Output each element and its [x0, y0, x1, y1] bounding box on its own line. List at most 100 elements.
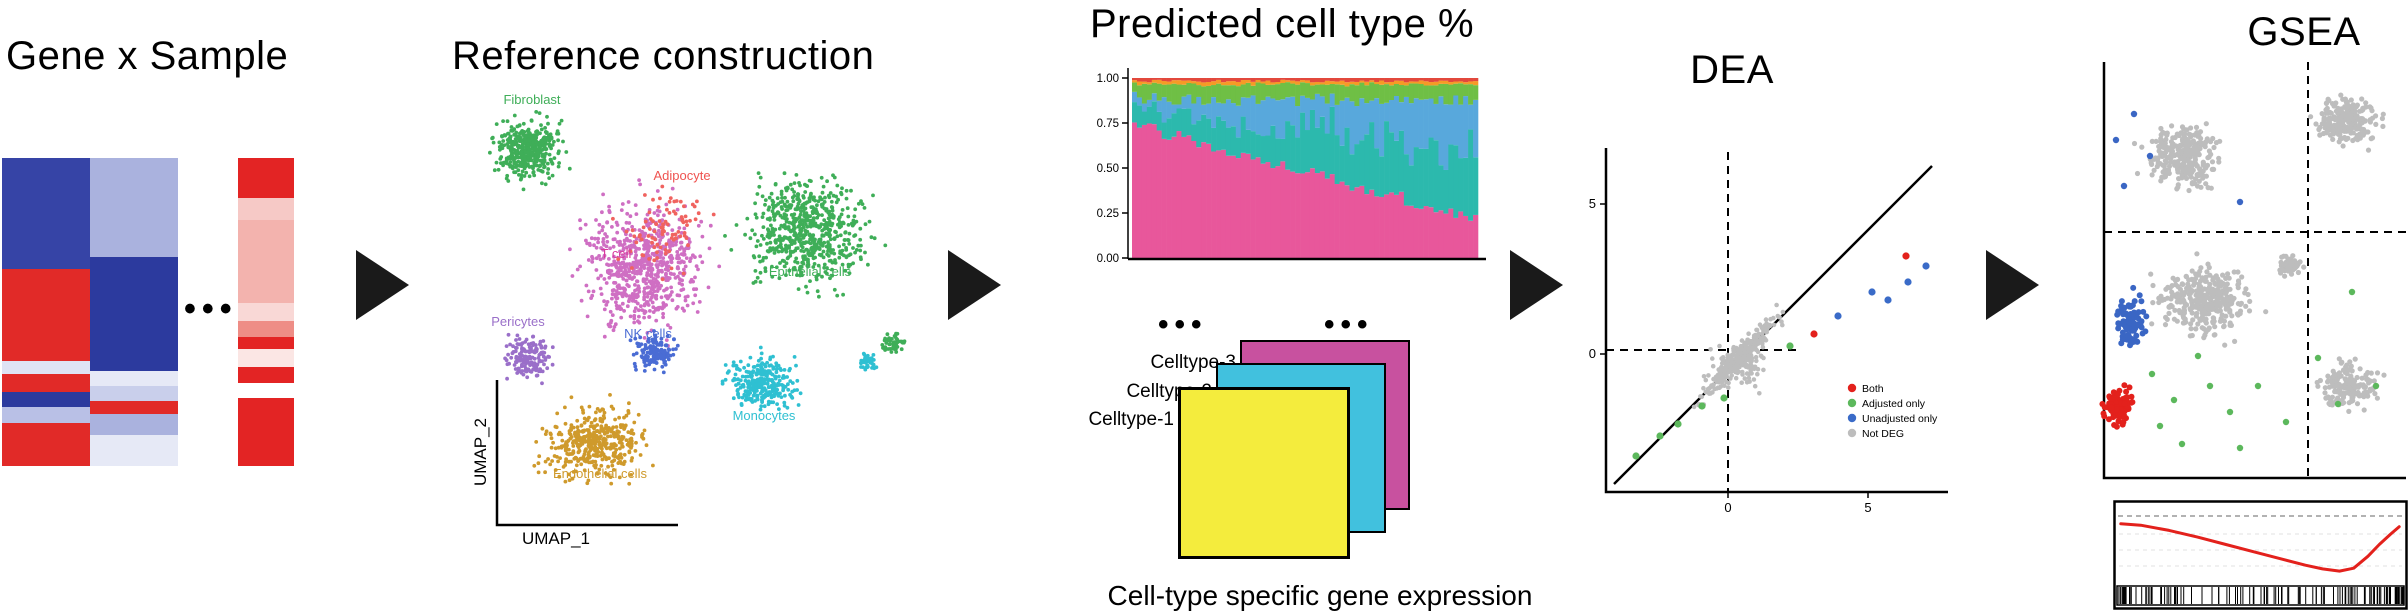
heatmap-cell — [90, 435, 178, 466]
ellipsis-dots: ••• — [1158, 308, 1208, 341]
cluster-endothelial-cells — [532, 393, 655, 486]
celltype-expression-caption: Cell-type specific gene expression — [1107, 580, 1533, 611]
heatmap-cell — [238, 198, 294, 220]
predicted-title: Predicted cell type % — [1090, 2, 1475, 46]
y-tick-label: 1.00 — [1097, 73, 1119, 85]
cluster-nk-cells — [628, 329, 680, 375]
legend-swatch — [1847, 428, 1857, 438]
heatmap-cell — [90, 413, 178, 436]
flow-arrow-3 — [1510, 250, 1563, 320]
heatmap-cell — [90, 385, 178, 402]
gsea-scatter-plot — [2099, 62, 2406, 480]
celltype-1-square — [1178, 387, 1350, 559]
y-tick-label: 0.25 — [1097, 208, 1119, 220]
cluster-sub — [880, 331, 907, 354]
y-tick-label: 0.50 — [1097, 163, 1119, 175]
ellipsis-dots: ••• — [184, 290, 238, 328]
celltype-3-label: Celltype-3 — [1150, 352, 1236, 373]
blue-deg-points — [1834, 262, 1930, 320]
flow-arrow-4 — [1986, 250, 2039, 320]
dea-legend: Both Adjusted only Unadjusted only Not DEG — [1847, 383, 1938, 440]
cluster-adipocyte — [611, 184, 716, 282]
cluster-label: Adipocyte — [653, 168, 710, 183]
gray-clusters — [2131, 92, 2387, 414]
umap-plot: UMAP_2 UMAP_1 T cell Adipocyte Fibroblast Epi… — [471, 92, 907, 548]
cluster-epithelial-cells — [723, 171, 888, 299]
legend-item-label: Both — [1862, 383, 1884, 395]
y-tick-label: 0.00 — [1097, 253, 1119, 265]
cluster-label: Endothelial cells — [553, 466, 647, 481]
umap-xlabel: UMAP_1 — [522, 529, 590, 548]
heatmap-cell — [90, 158, 178, 257]
cluster-t-cell — [568, 178, 722, 348]
dea-axes — [1604, 148, 1948, 494]
y-tick-label: 0.75 — [1097, 118, 1119, 130]
gsea-title: GSEA — [2247, 10, 2361, 54]
blue-cluster — [2112, 110, 2244, 349]
dea-scatter-plot: 0 5 5 0 Both Adjusted only Unadjusted only Not … — [1589, 148, 1948, 515]
ellipsis-dots: ••• — [1324, 308, 1374, 341]
legend-swatch — [1847, 398, 1857, 408]
heatmap-cell — [238, 219, 294, 303]
heatmap-cell — [2, 361, 90, 374]
heatmap-cell — [2, 392, 90, 408]
legend-swatch — [1847, 383, 1857, 393]
heatmap-cell — [90, 256, 178, 371]
cluster-label: Epithelial cells — [769, 264, 852, 279]
cluster-fibroblast — [488, 110, 572, 192]
green-deg-points — [1632, 342, 1794, 460]
x-tick-label: 0 — [1724, 500, 1731, 515]
cluster-monocytes — [720, 345, 803, 412]
bars — [1132, 78, 1479, 259]
umap-points — [488, 110, 907, 486]
heatmap-cell — [90, 401, 178, 414]
heatmap-cell — [238, 321, 294, 337]
heatmap-cell — [90, 370, 178, 386]
heatmap-cell — [2, 373, 90, 393]
heatmap-cell — [2, 422, 90, 467]
red-deg-points — [1810, 252, 1910, 338]
x-tick-label: 5 — [1864, 500, 1871, 515]
cluster-label: NK cells — [624, 326, 672, 341]
gene-sample-heatmap-column — [238, 158, 294, 467]
heatmap-cell — [238, 348, 294, 368]
red-cluster — [2099, 382, 2136, 430]
cluster-label: Fibroblast — [503, 92, 560, 107]
hit-ticks — [2118, 587, 2404, 604]
gene-sample-title: Gene x Sample — [6, 34, 289, 78]
stacked-bar-chart: 1.00 0.75 0.50 0.25 0.00 — [1097, 68, 1486, 265]
heatmap-cell — [238, 302, 294, 322]
heatmap-cell — [238, 398, 294, 467]
heatmap-cell — [238, 382, 294, 399]
heatmap-cell — [2, 158, 90, 269]
y-tick-label: 0 — [1589, 346, 1596, 361]
legend-item-label: Adjusted only — [1862, 398, 1926, 410]
heatmap-cell — [2, 407, 90, 423]
cluster-label: T cell — [601, 246, 632, 261]
cluster-label: Pericytes — [491, 314, 545, 329]
umap-ylabel: UMAP_2 — [471, 418, 490, 486]
cluster-label: Monocytes — [733, 408, 796, 423]
legend-item-label: Not DEG — [1862, 428, 1904, 440]
legend-item-label: Unadjusted only — [1862, 413, 1938, 425]
y-tick-label: 5 — [1589, 196, 1596, 211]
legend-swatch — [1847, 413, 1857, 423]
heatmap-cell — [2, 268, 90, 362]
gsea-enrichment-plot — [2113, 500, 2408, 610]
flow-arrow-1 — [356, 250, 409, 320]
not-deg-points — [1691, 302, 1786, 410]
cluster-sub — [859, 351, 879, 372]
heatmap-cell — [238, 367, 294, 383]
heatmap-cell — [238, 158, 294, 199]
flow-arrow-2 — [948, 250, 1001, 320]
gene-sample-heatmap — [2, 158, 178, 467]
heatmap-cell — [238, 336, 294, 349]
cluster-pericytes — [503, 332, 555, 386]
dea-title: DEA — [1690, 48, 1774, 92]
umap-axes — [495, 380, 678, 527]
enrichment-curve — [2119, 522, 2401, 573]
reference-title: Reference construction — [452, 34, 875, 78]
celltype-1-label: Celltype-1 — [1088, 409, 1174, 430]
green-points — [2148, 288, 2380, 452]
